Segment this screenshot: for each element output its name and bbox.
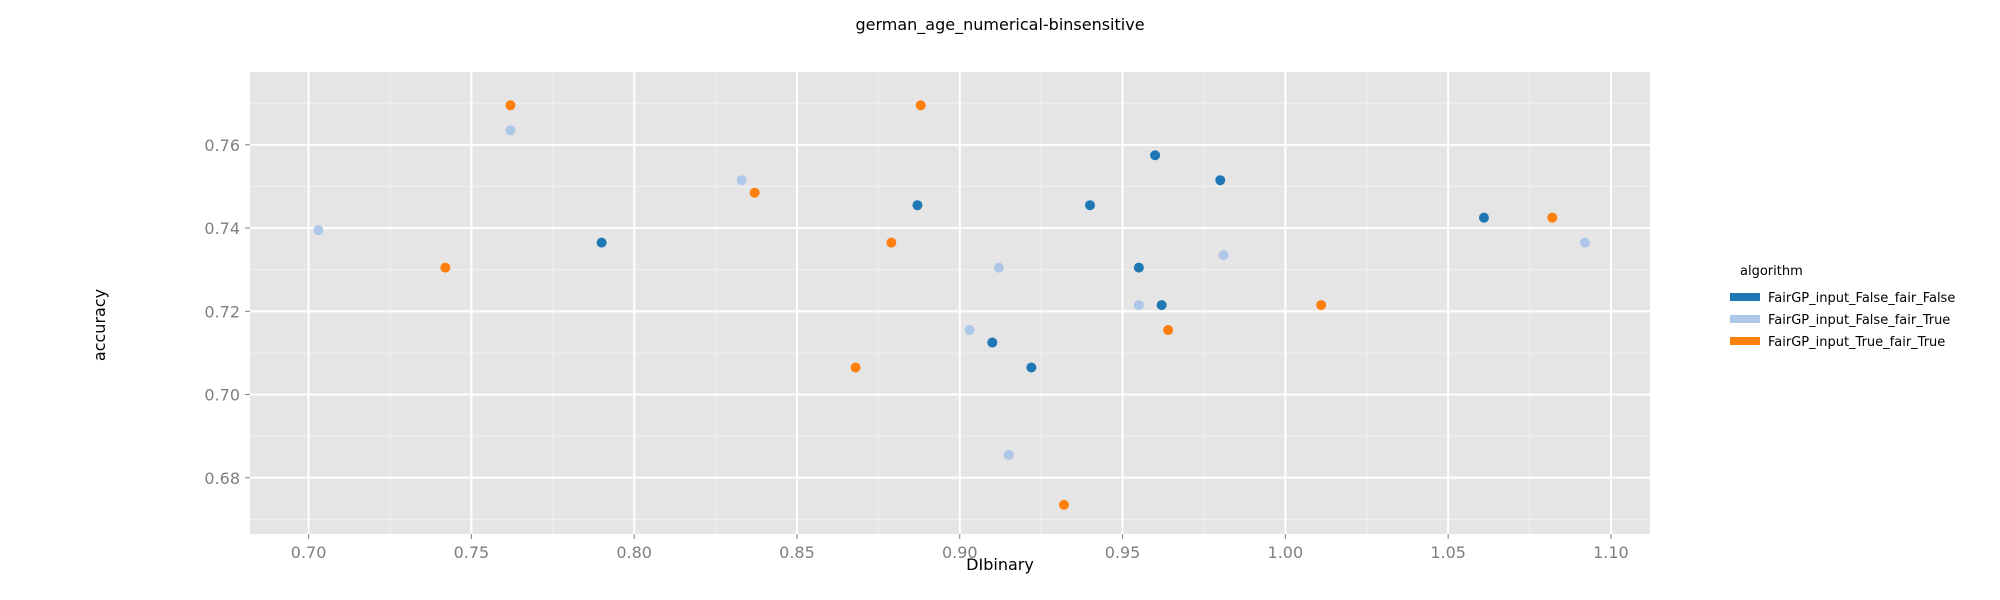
- y-tick-label: 0.68: [204, 469, 240, 488]
- data-point-series-3: [505, 100, 516, 111]
- data-point-series-2: [1003, 449, 1014, 460]
- legend-swatch: [1730, 293, 1760, 301]
- data-point-series-3: [440, 262, 451, 273]
- data-point-series-1: [1478, 212, 1489, 223]
- x-tick-label: 0.70: [291, 543, 327, 562]
- x-tick-label: 0.85: [779, 543, 815, 562]
- x-tick-label: 0.95: [1105, 543, 1141, 562]
- data-point-series-1: [1133, 262, 1144, 273]
- y-tick-label: 0.70: [204, 386, 240, 405]
- legend-label: FairGP_input_True_fair_True: [1768, 335, 1945, 350]
- legend-title: algorithm: [1740, 264, 1803, 279]
- data-point-series-1: [987, 337, 998, 348]
- legend-swatch: [1730, 337, 1760, 345]
- data-point-series-2: [993, 262, 1004, 273]
- data-point-series-1: [1215, 175, 1226, 186]
- minor-gridlines: [250, 72, 1650, 534]
- data-point-series-2: [1133, 300, 1144, 311]
- data-point-series-2: [1218, 250, 1229, 261]
- data-point-series-3: [1547, 212, 1558, 223]
- legend-label: FairGP_input_False_fair_True: [1768, 313, 1950, 328]
- x-tick-label: 1.05: [1430, 543, 1466, 562]
- y-tick-label: 0.72: [204, 302, 240, 321]
- data-point-series-2: [736, 175, 747, 186]
- x-tick-label: 0.90: [942, 543, 978, 562]
- data-point-series-1: [1085, 200, 1095, 211]
- y-tick-label: 0.76: [204, 136, 240, 155]
- data-point-series-3: [1316, 300, 1327, 311]
- data-point-series-3: [1163, 325, 1174, 336]
- data-point-series-3: [749, 187, 760, 198]
- data-points: [313, 100, 1590, 510]
- data-point-series-2: [964, 325, 975, 336]
- data-point-series-1: [1156, 300, 1167, 311]
- x-tick-label: 0.75: [454, 543, 490, 562]
- data-point-series-3: [915, 100, 926, 111]
- x-axis-title: DIbinary: [966, 555, 1034, 574]
- y-axis-ticks: 0.68 0.70 0.72 0.74 0.76: [204, 136, 250, 488]
- data-point-series-2: [1579, 237, 1590, 248]
- data-point-series-1: [596, 237, 607, 248]
- y-axis-title: accuracy: [90, 289, 109, 361]
- chart-title: german_age_numerical-binsensitive: [855, 15, 1144, 35]
- data-point-series-3: [886, 237, 897, 248]
- legend-swatch: [1730, 315, 1760, 323]
- y-tick-label: 0.74: [204, 219, 240, 238]
- x-tick-label: 0.80: [616, 543, 652, 562]
- data-point-series-1: [1150, 150, 1161, 161]
- data-point-series-3: [1058, 499, 1069, 510]
- data-point-series-1: [1026, 362, 1037, 373]
- data-point-series-1: [912, 200, 923, 211]
- legend-items: FairGP_input_False_fair_False FairGP_inpu…: [1730, 291, 1955, 350]
- x-tick-label: 1.00: [1268, 543, 1304, 562]
- x-tick-label: 1.10: [1593, 543, 1629, 562]
- major-gridlines: [250, 72, 1650, 534]
- data-point-series-3: [850, 362, 861, 373]
- legend-label: FairGP_input_False_fair_False: [1768, 291, 1955, 306]
- data-point-series-2: [313, 225, 324, 236]
- legend: algorithm FairGP_input_False_fair_FalseF…: [1730, 264, 1955, 350]
- x-axis-ticks: 0.70 0.75 0.80 0.85 0.90 0.95 1.00 1.05 1.10: [291, 534, 1629, 562]
- plot-background: [250, 72, 1650, 534]
- data-point-series-2: [505, 125, 516, 136]
